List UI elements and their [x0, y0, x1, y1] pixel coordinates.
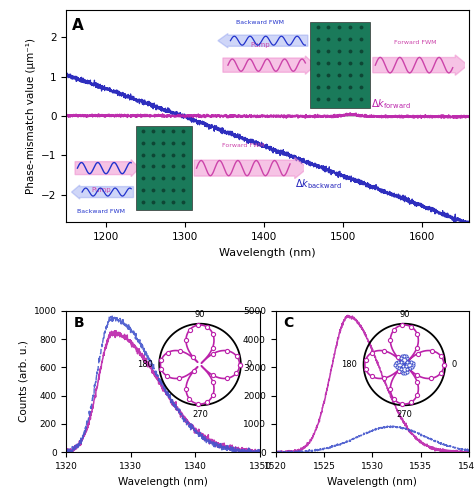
Text: A: A: [73, 18, 84, 33]
Text: $\Delta k_{\rm forward}$: $\Delta k_{\rm forward}$: [371, 97, 410, 111]
X-axis label: Wavelength (nm): Wavelength (nm): [118, 477, 208, 487]
Text: $\Delta k_{\rm backward}$: $\Delta k_{\rm backward}$: [295, 177, 342, 191]
X-axis label: Wavelength (nm): Wavelength (nm): [219, 248, 316, 257]
X-axis label: Wavelength (nm): Wavelength (nm): [328, 477, 417, 487]
Text: B: B: [74, 317, 85, 331]
Text: C: C: [283, 317, 293, 331]
Y-axis label: Counts (arb. u.): Counts (arb. u.): [18, 340, 28, 422]
Y-axis label: Phase-mismatch value (μm⁻¹): Phase-mismatch value (μm⁻¹): [26, 38, 36, 194]
